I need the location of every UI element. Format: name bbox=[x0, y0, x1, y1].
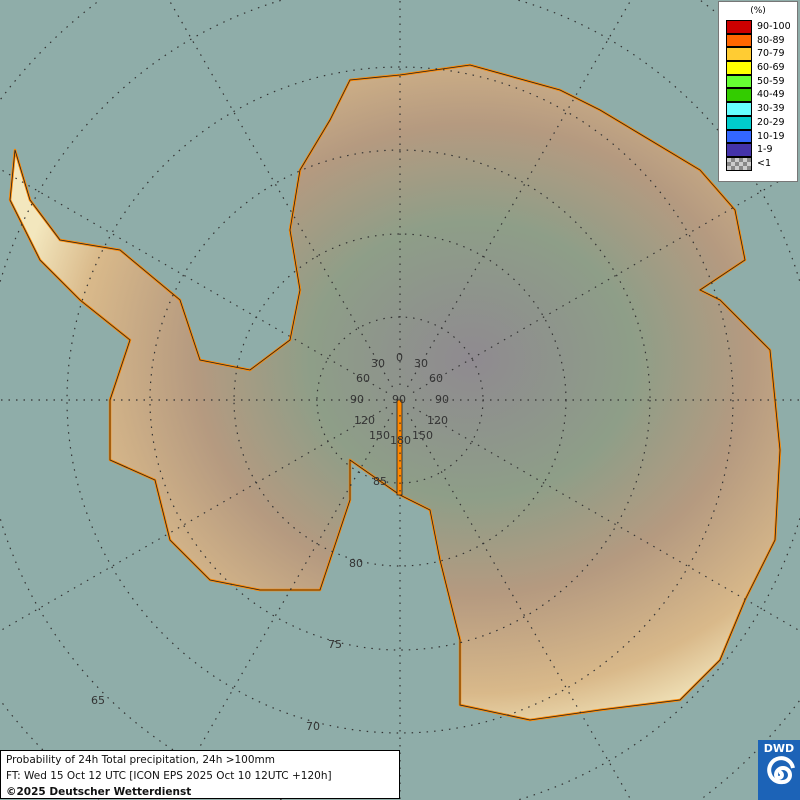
product-title: Probability of 24h Total precipitation, … bbox=[6, 754, 275, 766]
legend-rows: 90-100 80-89 70-79 60-69 50-59 40-49 30-39 20-2… bbox=[719, 20, 797, 171]
copyright: ©2025 Deutscher Wetterdienst bbox=[6, 786, 192, 798]
legend-label: 1-9 bbox=[757, 144, 773, 156]
legend-swatch bbox=[726, 129, 752, 144]
info-box: Probability of 24h Total precipitation, … bbox=[0, 750, 400, 799]
legend: (%) 90-100 80-89 70-79 60-69 50-59 40-49 30-39… bbox=[718, 1, 798, 182]
meridian-label: 120 bbox=[427, 414, 448, 427]
legend-label: 10-19 bbox=[757, 130, 785, 142]
legend-row: 50-59 bbox=[719, 74, 797, 89]
legend-row: 80-89 bbox=[719, 33, 797, 48]
legend-label: 40-49 bbox=[757, 89, 785, 101]
legend-label: 80-89 bbox=[757, 34, 785, 46]
legend-swatch bbox=[726, 74, 752, 89]
legend-label: 90-100 bbox=[757, 21, 791, 32]
pole-marker bbox=[396, 399, 403, 496]
legend-row: 20-29 bbox=[719, 115, 797, 130]
meridian-label: 90 bbox=[350, 393, 364, 406]
meridian-labels: 0 30 30 60 60 90 90 90 120 120 150 150 1… bbox=[350, 351, 449, 447]
legend-swatch bbox=[726, 115, 752, 130]
swirl-icon bbox=[767, 756, 795, 785]
logo-text: DWD bbox=[763, 742, 795, 755]
meridian-label: 60 bbox=[429, 372, 443, 385]
latitude-label: 80 bbox=[349, 557, 363, 570]
meridian-label: 60 bbox=[356, 372, 370, 385]
meridian-label: 150 bbox=[412, 429, 433, 442]
legend-swatch bbox=[726, 33, 752, 48]
legend-label: <1 bbox=[757, 157, 772, 169]
meridian-label: 30 bbox=[371, 357, 385, 370]
meridian-label: 90 bbox=[392, 393, 406, 406]
legend-swatch bbox=[726, 20, 752, 34]
legend-row: 70-79 bbox=[719, 47, 797, 62]
legend-row: 1-9 bbox=[719, 143, 797, 157]
legend-row: 40-49 bbox=[719, 88, 797, 103]
latitude-label: 85 bbox=[373, 475, 387, 488]
meridian-label: 0 bbox=[396, 351, 403, 364]
meridian-label: 120 bbox=[354, 414, 375, 427]
legend-label: 50-59 bbox=[757, 75, 785, 87]
legend-swatch bbox=[726, 47, 752, 62]
meridian-label: 180 bbox=[390, 434, 411, 447]
meridian-label: 90 bbox=[435, 393, 449, 406]
latitude-label: 70 bbox=[306, 720, 320, 733]
legend-row: 30-39 bbox=[719, 102, 797, 116]
legend-row: 90-100 bbox=[719, 20, 797, 34]
legend-label: 30-39 bbox=[757, 103, 785, 115]
legend-swatch bbox=[726, 143, 752, 157]
dwd-logo: DWD bbox=[758, 740, 800, 800]
meridian-label: 30 bbox=[414, 357, 428, 370]
legend-label: 70-79 bbox=[757, 48, 785, 60]
legend-label: 60-69 bbox=[757, 62, 785, 74]
forecast-time: FT: Wed 15 Oct 12 UTC [ICON EPS 2025 Oct… bbox=[6, 770, 332, 782]
latitude-label: 65 bbox=[91, 694, 105, 707]
legend-swatch bbox=[726, 61, 752, 75]
legend-row: <1 bbox=[719, 156, 797, 171]
legend-row: 10-19 bbox=[719, 129, 797, 144]
coastline-outline bbox=[9, 64, 781, 721]
legend-swatch bbox=[726, 156, 752, 171]
latitude-labels: 85 80 75 70 65 bbox=[91, 475, 387, 733]
legend-unit: (%) bbox=[750, 6, 766, 16]
legend-label: 20-29 bbox=[757, 116, 785, 128]
latitude-label: 75 bbox=[328, 638, 342, 651]
legend-swatch bbox=[726, 88, 752, 103]
meridian-label: 150 bbox=[369, 429, 390, 442]
legend-swatch bbox=[726, 102, 752, 116]
legend-row: 60-69 bbox=[719, 61, 797, 75]
